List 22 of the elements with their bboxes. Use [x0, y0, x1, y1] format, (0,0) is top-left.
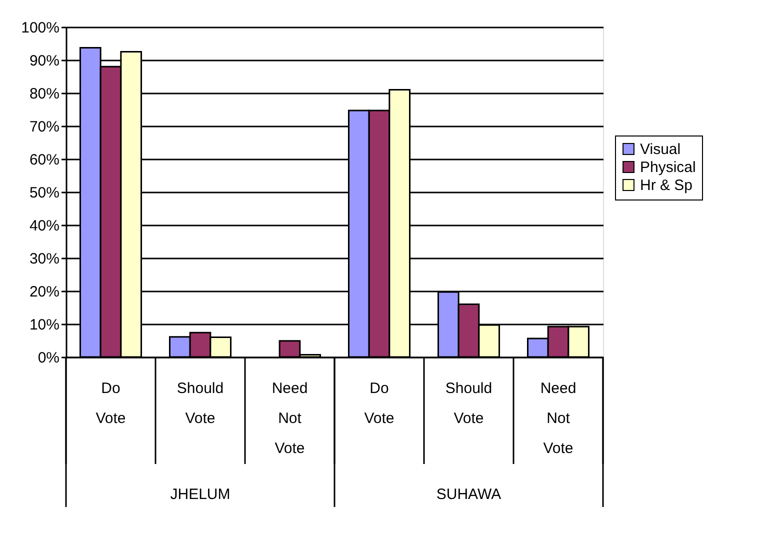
y-tick-label: 30% — [29, 250, 60, 268]
x-tick-label: Do Vote — [364, 380, 394, 427]
y-tick-label: 10% — [29, 316, 60, 334]
x-tick-label: Should Vote — [445, 380, 492, 427]
x-tick-label: Need Not Vote — [272, 380, 308, 457]
y-tick-label: 70% — [29, 118, 60, 136]
y-tick-label: 80% — [29, 86, 60, 102]
y-tick-label: 40% — [29, 218, 60, 234]
y-tick-label: 50% — [29, 184, 60, 202]
y-tick-label: 0% — [38, 350, 60, 366]
y-tick-label: 60% — [29, 152, 60, 168]
legend-label: Physical — [640, 159, 696, 176]
legend-label: Hr & Sp — [640, 177, 693, 194]
y-tick-label: 100% — [21, 20, 60, 36]
y-tick-label: 20% — [29, 284, 60, 300]
legend-label: Visual — [640, 141, 681, 158]
text: JHELUM — [170, 486, 230, 503]
x-tick-label: Need Not Vote — [540, 380, 576, 457]
x-tick-label: Should Vote — [176, 380, 224, 427]
y-tick-label: 90% — [29, 52, 60, 70]
text: SUHAWA — [436, 486, 502, 503]
x-tick-label: Do Vote — [96, 380, 126, 427]
